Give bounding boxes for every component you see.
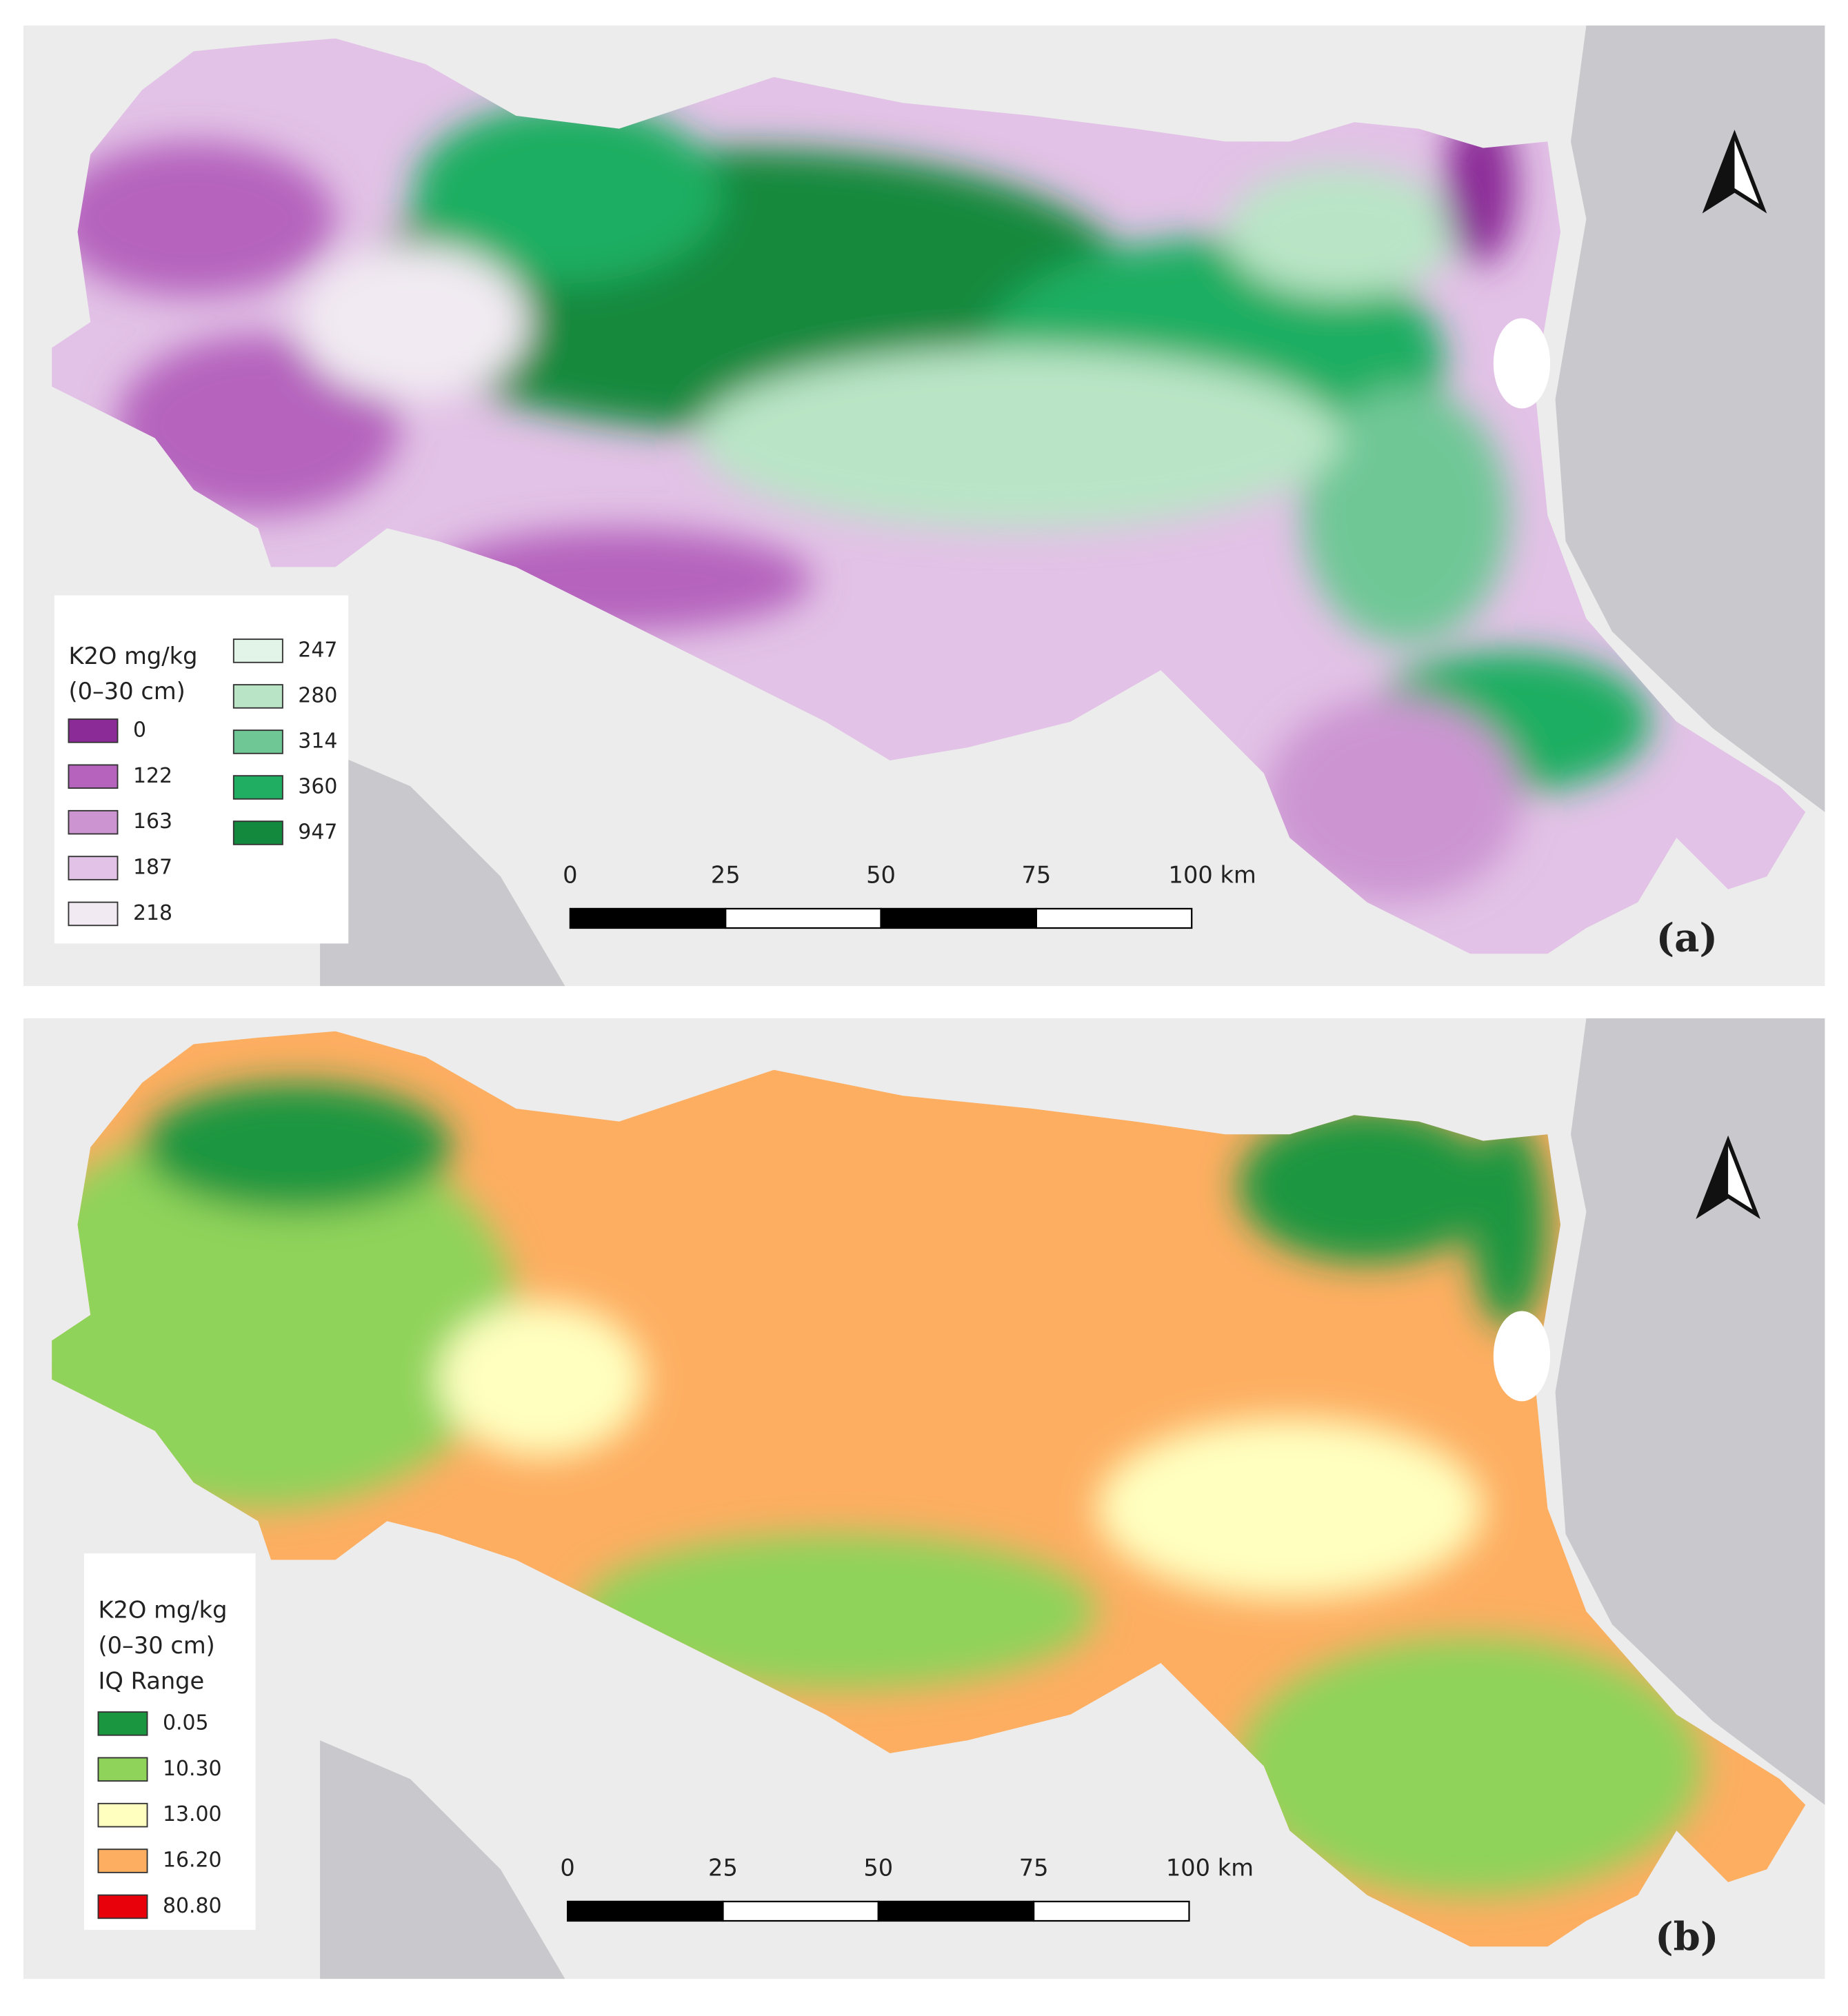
- sea: [320, 747, 565, 987]
- legend-label: 10.30: [163, 1757, 222, 1781]
- sea: [1555, 26, 1825, 812]
- legend-label: 360: [298, 774, 337, 798]
- legend-swatch: [68, 809, 119, 835]
- value-zone: [1096, 1418, 1483, 1599]
- value-zone: [1238, 1637, 1703, 1895]
- legend-title: (0–30 cm): [68, 678, 185, 705]
- legend-title: IQ Range: [98, 1668, 204, 1695]
- legend-label: 187: [133, 856, 172, 880]
- scale-segment: [877, 1900, 1035, 1922]
- value-zone: [439, 1302, 645, 1457]
- legend-label: 163: [133, 809, 172, 834]
- legend-swatch: [68, 718, 119, 743]
- scale-label: 25: [711, 862, 741, 889]
- scale-segment: [725, 907, 882, 929]
- legend-title: (0–30 cm): [98, 1632, 214, 1659]
- legend-label: 0: [133, 718, 146, 742]
- legend-label: 314: [298, 729, 337, 753]
- legend-swatch: [232, 729, 283, 754]
- legend-swatch: [97, 1802, 148, 1828]
- scale-label: 75: [1021, 862, 1051, 889]
- scale-segment: [569, 907, 727, 929]
- scale-segment: [1033, 1900, 1190, 1922]
- legend-swatch: [97, 1757, 148, 1782]
- legend-label: 218: [133, 901, 172, 925]
- scale-label: 75: [1019, 1855, 1049, 1882]
- value-zone: [1238, 1108, 1496, 1264]
- region-texture: [52, 103, 1651, 903]
- legend-label: 280: [298, 683, 337, 707]
- panel-label: (a): [1656, 915, 1718, 960]
- map-panel: K2O mg/kg (0–30 cm) 0 122 163 187 218 247 280 314…: [23, 26, 1825, 987]
- legend-swatch: [97, 1711, 148, 1736]
- legend-label: 0.05: [163, 1711, 209, 1735]
- north-arrow-half: [1700, 1140, 1729, 1215]
- scale-label: 50: [866, 862, 896, 889]
- value-zone: [1470, 1121, 1548, 1328]
- legend-title: K2O mg/kg: [98, 1597, 227, 1624]
- legend-label: 80.80: [163, 1894, 222, 1918]
- value-zone: [1225, 167, 1458, 296]
- scale-segment: [880, 907, 1038, 929]
- legend-label: 122: [133, 764, 172, 788]
- scale-label: 100 km: [1166, 1855, 1254, 1882]
- scale-segment: [1035, 907, 1193, 929]
- legend-label: 16.20: [163, 1848, 222, 1873]
- lake: [1493, 1311, 1551, 1402]
- scale-segment: [567, 1900, 724, 1922]
- value-zone: [1263, 696, 1522, 903]
- region-texture: [52, 1082, 1703, 1895]
- legend-swatch: [97, 1848, 148, 1873]
- value-zone: [412, 103, 723, 283]
- north-arrow-half: [1706, 134, 1735, 209]
- scale-label: 0: [560, 1855, 574, 1882]
- legend-title: K2O mg/kg: [68, 643, 197, 669]
- scale-segment: [722, 1900, 879, 1922]
- legend-swatch: [97, 1894, 148, 1919]
- value-zone: [297, 244, 530, 400]
- legend-label: 13.00: [163, 1802, 222, 1826]
- region: [52, 38, 1806, 954]
- scale-label: 0: [563, 862, 577, 889]
- value-zone: [1303, 386, 1509, 645]
- legend-swatch: [68, 856, 119, 880]
- legend-swatch: [232, 638, 283, 663]
- north-arrow: [1696, 1135, 1760, 1220]
- legend-label: 947: [298, 820, 337, 844]
- map-panel: K2O mg/kg (0–30 cm) IQ Range 0.05 10.30 13.00…: [23, 1018, 1825, 1979]
- legend-label: 247: [298, 638, 337, 662]
- legend-swatch: [68, 901, 119, 927]
- scale-label: 100 km: [1169, 862, 1256, 889]
- legend-swatch: [232, 684, 283, 709]
- sea: [320, 1740, 565, 1979]
- value-zone: [52, 141, 336, 296]
- legend-swatch: [68, 764, 119, 789]
- value-zone: [142, 1082, 452, 1212]
- panel-label: (b): [1655, 1915, 1718, 1960]
- value-zone: [696, 347, 1342, 529]
- value-zone: [1444, 109, 1517, 264]
- legend-swatch: [232, 775, 283, 800]
- lake: [1493, 318, 1551, 409]
- value-zone: [116, 334, 401, 516]
- value-zone: [580, 1534, 1096, 1689]
- north-arrow: [1702, 130, 1767, 214]
- scale-label: 50: [863, 1855, 893, 1882]
- scale-label: 25: [708, 1855, 738, 1882]
- legend-swatch: [232, 820, 283, 845]
